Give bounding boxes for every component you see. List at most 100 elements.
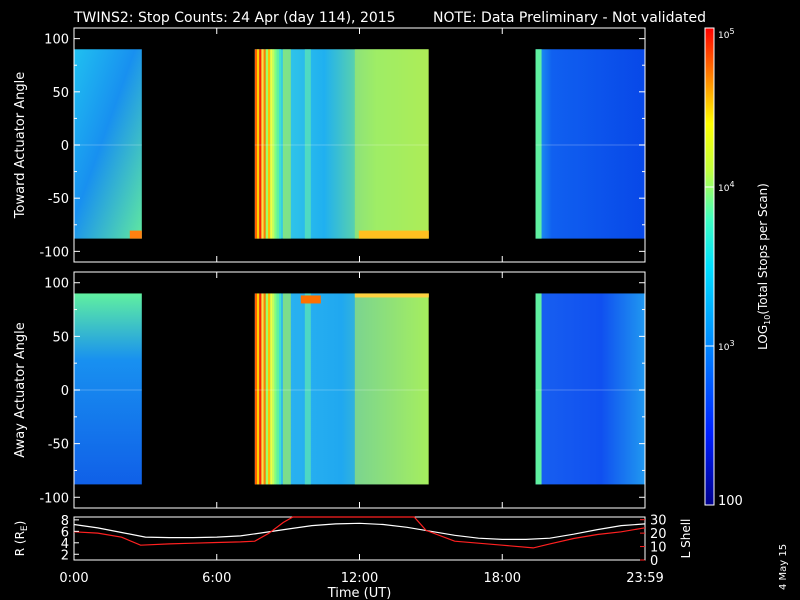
artefact	[535, 144, 645, 146]
y-tick-label-right: 0	[650, 554, 658, 569]
y-tick-label: -100	[39, 245, 69, 260]
stripe	[282, 49, 291, 239]
stripe	[276, 49, 280, 239]
stripe	[304, 293, 311, 485]
y-tick-label: 4	[61, 537, 69, 552]
y-tick-label: 0	[61, 384, 69, 399]
x-tick-label: 12:00	[341, 571, 378, 586]
y-tick-label-right: 20	[650, 527, 667, 542]
colorbar-tick-label: 104	[718, 180, 735, 194]
y-axis-label-left: R (RE)	[13, 521, 30, 557]
colorbar-tick-label: 105	[718, 27, 735, 41]
artefact	[254, 389, 429, 391]
data-block	[535, 293, 645, 485]
y-tick-label: 100	[44, 277, 69, 292]
hot-spot	[129, 230, 142, 239]
artefact	[74, 144, 142, 146]
label-sub: E	[20, 525, 30, 531]
high-band	[358, 230, 429, 239]
stripe	[279, 49, 282, 239]
away-panel: 100 50 0 -50 -100 Away Actuator Angle	[13, 271, 646, 509]
x-tick-label: 0:00	[59, 571, 88, 586]
stripe	[254, 49, 258, 239]
x-tick-label: 23:59	[626, 571, 663, 586]
label-part: LOG	[756, 325, 770, 350]
date-stamp: 4 May 15	[778, 544, 789, 590]
artefact	[535, 389, 645, 391]
artefact	[74, 389, 142, 391]
label-part: R (R	[13, 531, 27, 556]
data-block	[74, 49, 142, 239]
stripe	[272, 293, 275, 485]
stripe	[265, 49, 269, 239]
tick-exp: 3	[729, 339, 734, 348]
tick-base: 10	[718, 343, 730, 353]
high-region	[354, 293, 429, 485]
x-tick-label: 18:00	[484, 571, 521, 586]
stripe	[274, 293, 277, 485]
stripe	[268, 49, 271, 239]
y-tick-label: -50	[48, 438, 69, 453]
y-tick-label: 2	[61, 548, 69, 563]
y-tick-label: 50	[52, 86, 69, 101]
y-tick-label: 100	[44, 33, 69, 48]
y-tick-label: -50	[48, 192, 69, 207]
colorbar-tick-label: 100	[718, 494, 743, 509]
stripe	[257, 293, 260, 485]
stripe	[254, 293, 258, 485]
stripe	[270, 49, 273, 239]
l-shell-line	[73, 516, 646, 549]
y-axis-label: Away Actuator Angle	[13, 322, 28, 457]
stripe	[263, 49, 266, 239]
label-part: (Total Stops per Scan)	[756, 183, 770, 314]
y-tick-label: 50	[52, 330, 69, 345]
y-axis-label-right: L Shell	[679, 519, 693, 559]
y-tick-label: 6	[61, 525, 69, 540]
data-block	[74, 293, 142, 485]
stripe	[304, 49, 311, 239]
label-sub: 10	[763, 315, 772, 325]
edge-stripe	[535, 293, 542, 485]
high-region	[354, 49, 429, 239]
stripe	[274, 49, 277, 239]
r-series-line	[73, 522, 646, 541]
stripe	[268, 293, 271, 485]
preliminary-note: NOTE: Data Preliminary - Not validated	[433, 10, 706, 26]
stripe	[272, 49, 275, 239]
stripe	[265, 293, 269, 485]
stripe	[282, 293, 291, 485]
toward-panel: 100 50 0 -50 -100 Toward Actuator Angle	[13, 27, 646, 263]
stripe	[261, 49, 264, 239]
tick-exp: 4	[729, 180, 734, 189]
chart-title: TWINS2: Stop Counts: 24 Apr (day 114), 2…	[73, 10, 396, 26]
tick-base: 10	[718, 184, 730, 194]
stripe	[279, 293, 282, 485]
y-tick-label: 8	[61, 514, 69, 529]
x-tick-label: 6:00	[202, 571, 231, 586]
y-tick-label: -100	[39, 491, 69, 506]
tick-exp: 5	[729, 27, 734, 36]
colorbar-label: LOG10(Total Stops per Scan)	[756, 183, 772, 350]
stripe	[276, 293, 280, 485]
data-block	[535, 49, 645, 239]
y-tick-label: 0	[61, 139, 69, 154]
stripe	[257, 49, 260, 239]
label-part: )	[13, 521, 27, 526]
stripe	[263, 293, 266, 485]
edge-stripe	[535, 49, 542, 239]
high-band	[354, 293, 429, 298]
stripe	[259, 293, 262, 485]
y-tick-label-right: 30	[650, 514, 667, 529]
stripe	[261, 293, 264, 485]
stripe	[270, 293, 273, 485]
y-axis-label: Toward Actuator Angle	[13, 72, 28, 219]
colorbar-tick-label: 103	[718, 339, 735, 353]
y-tick-label-right: 10	[650, 541, 667, 556]
stripe	[259, 49, 262, 239]
artefact	[254, 144, 429, 146]
hot-spot	[300, 295, 321, 304]
tick-base: 10	[718, 31, 730, 41]
